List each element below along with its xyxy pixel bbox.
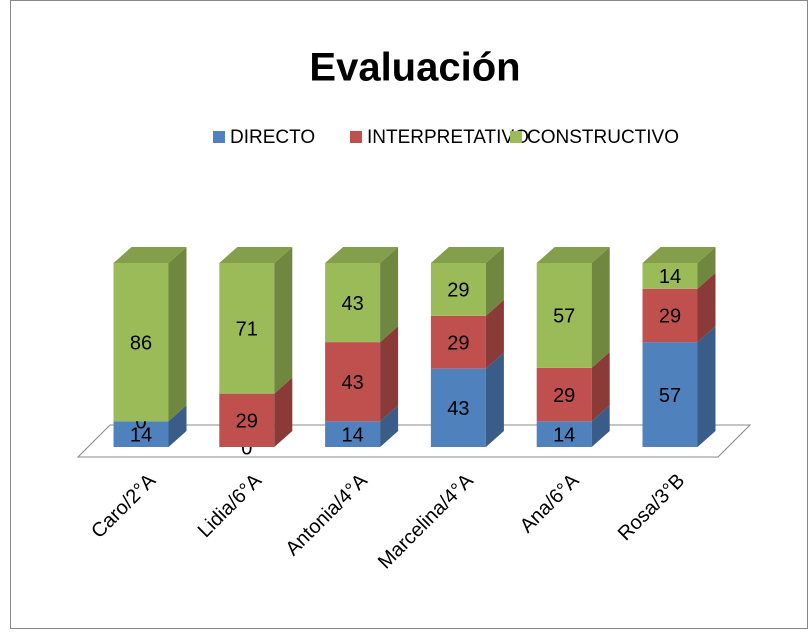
bar-top <box>536 247 610 263</box>
bar-side <box>380 405 399 447</box>
bar-segment <box>430 315 486 369</box>
bar-side <box>697 326 716 447</box>
legend-swatch <box>510 131 522 143</box>
legend-label: DIRECTO <box>230 127 315 148</box>
bar-segment <box>219 263 275 394</box>
data-label: 14 <box>130 424 152 446</box>
bar-segment <box>325 421 381 447</box>
data-label: 43 <box>447 398 469 420</box>
bar-side <box>591 247 610 368</box>
bar-segment <box>325 342 381 422</box>
bar-side <box>274 247 293 394</box>
bar-segment <box>219 393 275 447</box>
bar-side <box>274 377 293 447</box>
data-label: 29 <box>447 280 469 302</box>
data-label: 43 <box>341 293 363 315</box>
data-label: 86 <box>130 332 152 354</box>
bar-segment <box>325 263 381 343</box>
data-label: 57 <box>659 385 681 407</box>
bar-segment <box>642 342 698 447</box>
legend-label: INTERPRETATIVO <box>367 127 529 148</box>
bar-side <box>697 247 716 289</box>
bar-top <box>219 247 293 263</box>
legend-swatch <box>350 131 362 143</box>
bar-top <box>113 247 187 263</box>
bar-side <box>380 247 399 343</box>
bar-top <box>325 247 399 263</box>
bar-segment <box>642 288 698 343</box>
data-label: 57 <box>553 306 575 328</box>
bar-segment <box>536 421 592 447</box>
bar-side <box>380 326 399 422</box>
bar-segment <box>430 263 486 316</box>
bar-side <box>591 351 610 422</box>
bar-side <box>168 405 187 447</box>
data-label: 14 <box>659 266 681 288</box>
bar-top <box>642 247 716 263</box>
data-label: 14 <box>553 424 575 446</box>
bar-side <box>485 299 504 369</box>
bar-segment <box>113 421 169 447</box>
bar-segment <box>536 367 592 422</box>
chart-title: Evaluación <box>309 46 520 90</box>
data-label: 0 <box>241 437 252 459</box>
bar-side <box>485 247 504 316</box>
bar-top <box>430 247 504 263</box>
bar-side <box>485 352 504 447</box>
data-label: 29 <box>659 306 681 328</box>
data-label: 71 <box>236 319 258 341</box>
data-label: 43 <box>341 372 363 394</box>
bar-segment <box>642 263 698 289</box>
data-label: 14 <box>341 424 363 446</box>
bar-side <box>697 272 716 343</box>
data-label: 29 <box>236 411 258 433</box>
data-label: 29 <box>553 385 575 407</box>
legend-swatch <box>213 131 225 143</box>
bar-segment <box>113 263 169 422</box>
bar-side <box>591 405 610 447</box>
legend-label: CONSTRUCTIVO <box>527 127 679 148</box>
bar-segment <box>430 368 486 447</box>
bar-side <box>168 247 187 422</box>
data-label: 0 <box>135 412 146 434</box>
data-label: 29 <box>447 333 469 355</box>
bar-segment <box>536 263 592 368</box>
